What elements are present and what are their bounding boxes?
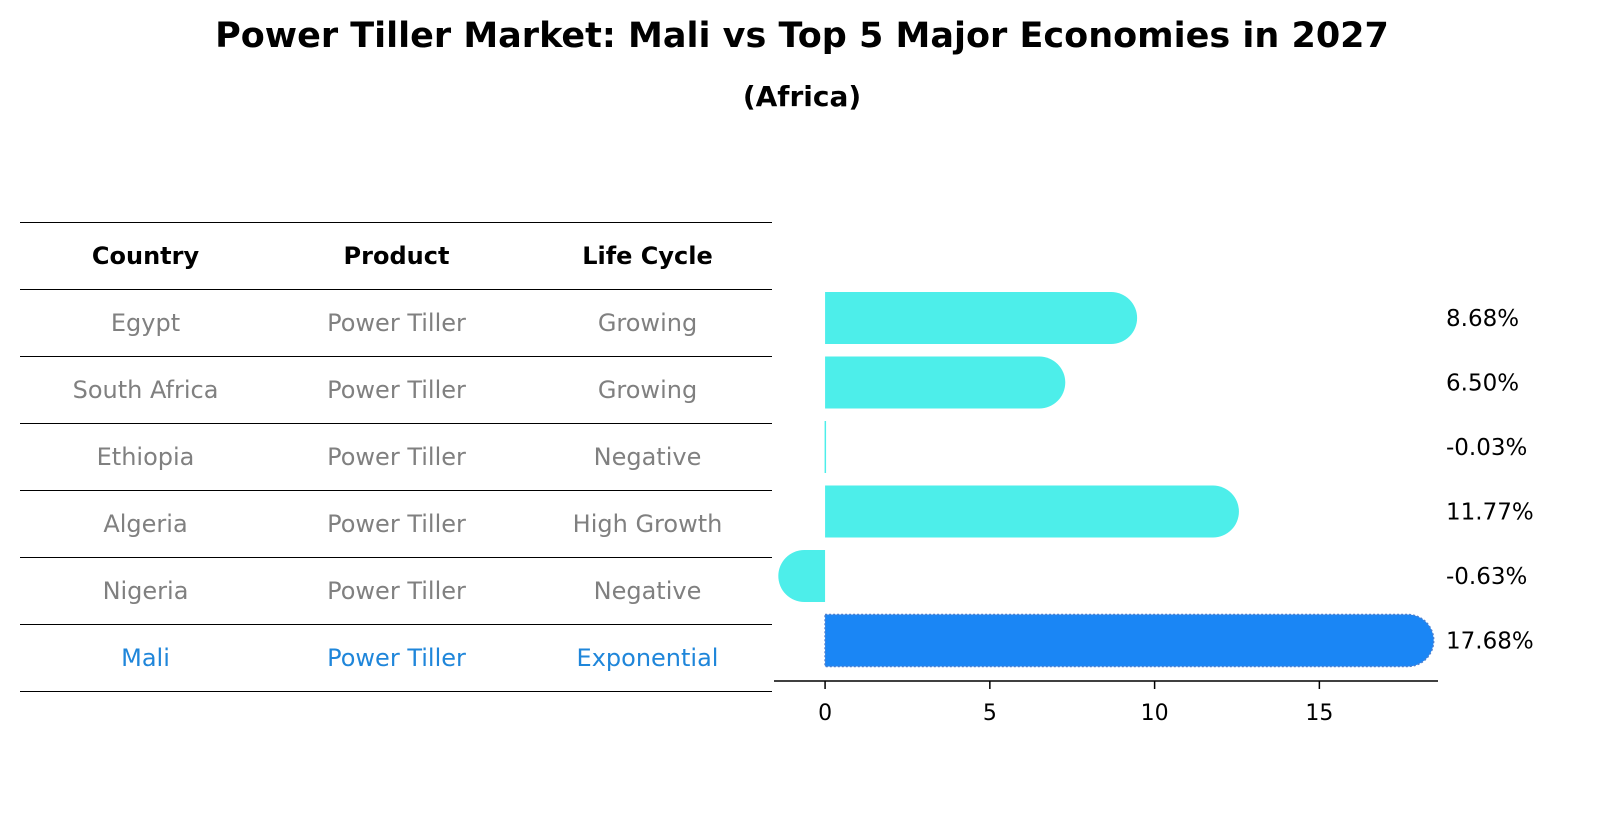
x-tick-label: 0 (818, 701, 832, 726)
bar-egypt (825, 292, 1138, 344)
cell-product: Power Tiller (327, 577, 466, 605)
cell-product: Power Tiller (327, 443, 466, 471)
cell-life-cycle: Negative (593, 577, 702, 605)
table-row: Ethiopia Power Tiller Negative (20, 423, 772, 490)
bar-ethiopia (824, 421, 827, 473)
value-label: 6.50% (1446, 371, 1519, 397)
value-label: -0.03% (1446, 435, 1527, 461)
cell-product: Power Tiller (327, 510, 466, 538)
cell-country: Algeria (103, 510, 188, 538)
header-life-cycle: Life Cycle (582, 242, 713, 270)
cell-life-cycle: Negative (593, 443, 702, 471)
cell-country: South Africa (72, 376, 219, 404)
cell-life-cycle: Growing (597, 309, 698, 337)
x-tick-label: 5 (983, 701, 997, 726)
chart-title: Power Tiller Market: Mali vs Top 5 Major… (215, 16, 1389, 56)
table-row: Nigeria Power Tiller Negative (20, 557, 772, 624)
bar-algeria (825, 485, 1239, 538)
cell-country: Nigeria (102, 577, 189, 605)
value-label: 8.68% (1446, 306, 1519, 332)
header-product: Product (343, 242, 450, 270)
bar-mali (824, 613, 1435, 668)
value-label: 17.68% (1446, 629, 1534, 655)
cell-country: Ethiopia (96, 443, 195, 471)
cell-product: Power Tiller (327, 376, 466, 404)
table-row: South Africa Power Tiller Growing (20, 356, 772, 423)
chart-subtitle: (Africa) (742, 80, 862, 113)
cell-life-cycle: Exponential (576, 644, 719, 672)
header-country: Country (91, 242, 200, 270)
cell-country: Egypt (110, 309, 181, 337)
country-table: Country Product Life Cycle Egypt Power T… (20, 222, 772, 692)
table-header-row: Country Product Life Cycle (20, 222, 772, 289)
table-row: Egypt Power Tiller Growing (20, 289, 772, 356)
cell-life-cycle: Growing (597, 376, 698, 404)
cell-product: Power Tiller (327, 644, 466, 672)
cell-life-cycle: High Growth (572, 510, 723, 538)
bar-south-africa (825, 356, 1066, 409)
value-label: 11.77% (1446, 500, 1534, 526)
table-row-highlighted: Mali Power Tiller Exponential (20, 624, 772, 692)
value-label: -0.63% (1446, 564, 1527, 590)
x-tick-label: 10 (1141, 701, 1169, 726)
cell-product: Power Tiller (327, 309, 466, 337)
table-row: Algeria Power Tiller High Growth (20, 490, 772, 557)
growth-bar-chart: 8.68% 6.50% -0.03% 11.77% -0.63% 17.68% 0 5 10 15 (774, 292, 1534, 726)
x-tick-label: 15 (1305, 701, 1333, 726)
bar-nigeria (778, 550, 826, 602)
cell-country: Mali (121, 644, 170, 672)
